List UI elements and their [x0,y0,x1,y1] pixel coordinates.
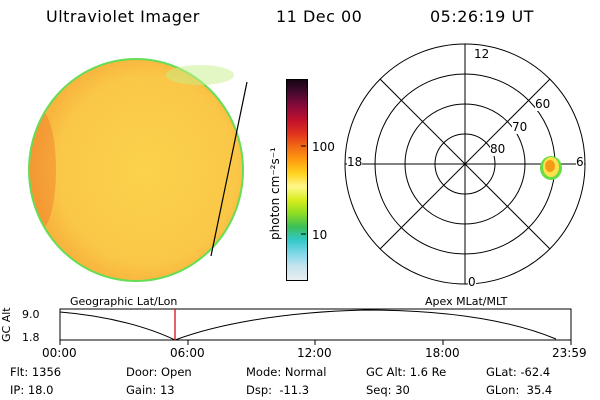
info-glon: GLon: 35.4 [486,383,553,397]
timeline-ytick-max: 9.0 [22,308,40,321]
info-gain: Gain: 13 [126,383,175,397]
timeline-xtick-0600: 06:00 [170,346,205,360]
timeline-right-title: Apex MLat/MLT [425,295,508,308]
timeline-xtick-1800: 18:00 [425,346,460,360]
instrument-title: Ultraviolet Imager [46,7,200,26]
info-glat: GLat: -62.4 [486,365,551,379]
timeline-xtick-0000: 00:00 [42,346,77,360]
observation-date: 11 Dec 00 [276,7,363,26]
info-door: Door: Open [126,365,192,379]
observation-time: 05:26:19 UT [430,7,534,26]
info-dsp: Dsp: -11.3 [246,383,310,397]
limb-brightening [166,65,234,85]
colorbar-gradient [287,80,307,280]
auroral-spot [540,156,562,180]
timeline-frame [59,308,572,341]
timeline-xtick-2359: 23:59 [552,346,587,360]
info-seq: Seq: 30 [366,383,410,397]
earth-disk [28,58,248,282]
polar-hour-label-0: 0 [468,275,476,289]
info-gc-alt: GC Alt: 1.6 Re [366,365,447,379]
info-ip: IP: 18.0 [10,383,54,397]
polar-hour-label-12: 12 [474,47,490,61]
polar-lat-label-70: 70 [512,120,528,134]
terminator-line [210,81,248,257]
polar-hour-label-6: 6 [576,155,584,169]
colorbar-tick-label-10: 10 [312,228,328,242]
colorbar [286,79,308,281]
polar-lat-label-60: 60 [535,97,551,111]
info-mode: Mode: Normal [246,365,327,379]
timeline-xtick-1200: 12:00 [297,346,332,360]
polar-diagonal-2 [379,78,551,250]
colorbar-tick-label-100: 100 [312,140,335,154]
altitude-curve [59,309,557,341]
polar-hour-label-18: 18 [347,155,363,169]
timeline-left-title: Geographic Lat/Lon [70,295,178,308]
polar-lat-label-80: 80 [490,142,506,156]
timeline-ytick-min: 1.8 [22,331,40,344]
info-flight: Flt: 1356 [10,365,62,379]
